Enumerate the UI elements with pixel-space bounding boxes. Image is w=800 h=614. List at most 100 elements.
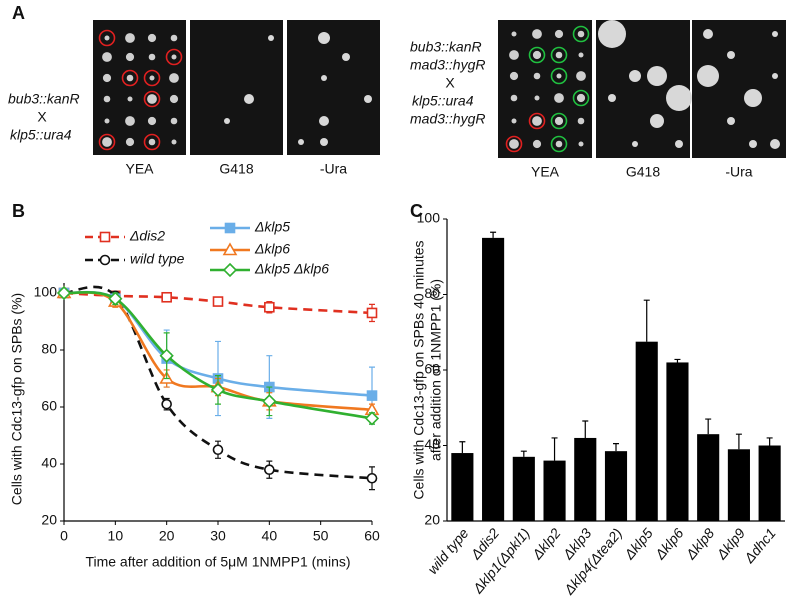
spot (577, 117, 585, 125)
y-tick-label: 20 (424, 512, 440, 528)
x-tick-label: 60 (364, 528, 380, 544)
spot (148, 53, 156, 61)
spot (103, 95, 111, 103)
plate-label: YEA (125, 161, 154, 177)
spot (104, 35, 110, 41)
plate (498, 20, 592, 158)
bar (451, 453, 474, 521)
x-axis-label: Time after addition of 5μM 1NMPP1 (mins) (85, 554, 350, 570)
spot (125, 137, 135, 147)
y-axis-label: after addition of 1NMPP1 (%) (428, 279, 444, 461)
panel-label: A (12, 3, 25, 23)
spot (532, 50, 542, 60)
mark-circle (550, 112, 568, 130)
y-tick-label: 80 (424, 285, 440, 301)
colony (770, 139, 780, 149)
spot (577, 30, 585, 38)
error-bar (582, 420, 589, 438)
marker (224, 222, 236, 234)
spot (125, 116, 135, 126)
spot (147, 94, 157, 104)
colony (650, 114, 664, 128)
bar (574, 437, 597, 521)
marker (210, 382, 226, 398)
spot (554, 116, 564, 126)
spot (102, 73, 112, 83)
error-bar (490, 231, 497, 238)
x-tick-label: 40 (262, 528, 278, 544)
spot (126, 74, 134, 82)
legend-label: Δklp5 Δklp6 (254, 261, 329, 277)
colony (703, 29, 713, 39)
colony (268, 35, 274, 41)
genotype: klp5::ura4 (10, 127, 72, 143)
genotype: X (37, 109, 47, 125)
spot (171, 54, 177, 60)
spot (555, 51, 563, 59)
colony (647, 66, 667, 86)
colony (298, 139, 304, 145)
spot (171, 139, 177, 145)
x-tick-label: wild type (424, 525, 471, 577)
colony (744, 89, 762, 107)
marker (366, 390, 378, 401)
colony (632, 141, 638, 147)
marker (99, 231, 111, 243)
spot (148, 138, 156, 146)
mark-circle (550, 135, 568, 153)
marker (264, 301, 275, 313)
colony (727, 51, 735, 59)
colony (675, 140, 683, 148)
mark-circle (98, 29, 116, 47)
plate-label: -Ura (320, 161, 347, 177)
legend-label: wild type (130, 251, 185, 267)
plate-label: YEA (531, 164, 560, 180)
spot (509, 50, 519, 60)
mark-circle (143, 133, 161, 151)
x-tick-label: Δdhc1 (740, 525, 778, 567)
marker (366, 472, 378, 484)
spot (102, 52, 112, 62)
x-tick-label: 50 (313, 528, 329, 544)
colony (629, 70, 641, 82)
error-bar (643, 299, 650, 342)
bar (697, 434, 720, 521)
colony (320, 138, 328, 146)
bar (727, 449, 750, 521)
spot (576, 93, 586, 103)
spot (170, 34, 178, 42)
marker (212, 296, 224, 307)
y-tick-label: 40 (41, 455, 57, 471)
spot (169, 94, 179, 104)
marker (161, 398, 172, 410)
legend-label: Δdis2 (129, 228, 165, 244)
genotype: bub3::kanR (410, 39, 482, 55)
colony (318, 32, 330, 44)
mark-circle (143, 69, 161, 87)
spot (532, 139, 542, 149)
mark-circle (143, 90, 161, 108)
spot (555, 140, 563, 148)
spot (576, 71, 586, 81)
plate-label: -Ura (725, 164, 752, 180)
spot (170, 117, 178, 125)
bar (604, 451, 628, 521)
plates: YEA G418 -Ura YEA G418 -Ura (93, 20, 786, 180)
colony (697, 65, 719, 87)
plate (93, 20, 186, 155)
colony (666, 85, 692, 111)
spot (511, 31, 517, 37)
y-tick-label: 60 (41, 398, 57, 414)
y-tick-label: 100 (417, 210, 441, 226)
mark-circle (572, 25, 590, 43)
colony (608, 94, 616, 102)
marker (262, 394, 277, 409)
mark-circle (528, 112, 546, 130)
marker (222, 262, 238, 278)
y-tick-label: 20 (41, 512, 57, 528)
mark-circle (98, 133, 116, 151)
plate (190, 20, 283, 155)
genotype: X (445, 75, 455, 91)
mark-circle (165, 48, 183, 66)
marker (212, 444, 224, 456)
